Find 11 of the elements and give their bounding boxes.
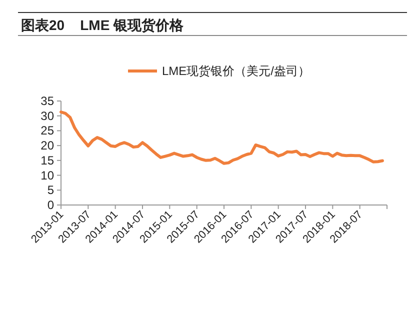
legend-label: LME现货银价（美元/盎司）	[162, 64, 310, 78]
y-tick-label: 10	[40, 168, 54, 182]
chart-title: 图表20 LME 银现货价格	[21, 17, 185, 33]
y-tick-label: 0	[47, 198, 54, 212]
y-tick-label: 15	[40, 153, 54, 168]
line-series	[60, 110, 384, 165]
y-tick-label: 25	[40, 124, 54, 138]
y-tick-label: 20	[40, 138, 54, 153]
y-tick-label: 35	[40, 94, 54, 108]
y-tick-label: 5	[47, 183, 54, 198]
y-tick-label: 30	[40, 108, 54, 123]
